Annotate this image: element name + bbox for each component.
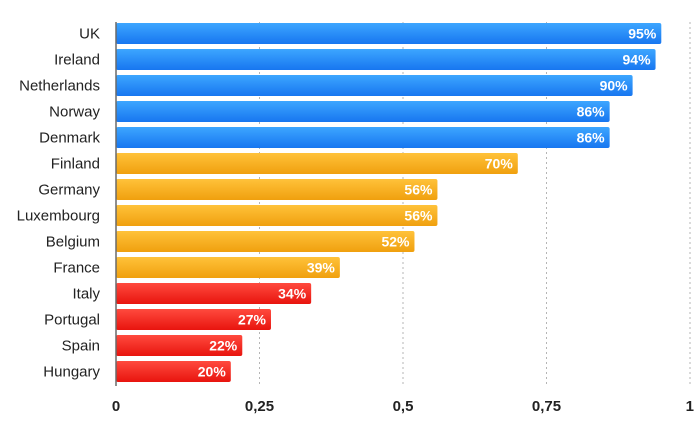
value-label: 86% [577,104,606,120]
category-label: Luxembourg [17,208,100,225]
category-label: Portugal [44,312,100,329]
category-label: Spain [62,338,100,355]
category-label: Norway [49,104,100,121]
category-label: UK [79,26,100,43]
bar-ireland [116,49,656,70]
bar-spain [116,335,243,356]
bar-netherlands [116,75,633,96]
bar-france [116,257,340,278]
bar-portugal [116,309,271,330]
category-label: Italy [72,286,100,303]
value-label: 27% [238,312,267,328]
value-label: 39% [307,260,336,276]
x-tick-label: 0,25 [245,398,274,415]
value-label: 70% [485,156,514,172]
value-label: 20% [198,364,227,380]
value-labels: 95% 94% 90% 86% 86% 70% 56% 56% 52% 39%34% 27%22% 2… [198,26,657,380]
value-label: 94% [623,52,652,68]
value-label: 22% [209,338,238,354]
bar-denmark [116,127,610,148]
bars [116,23,662,382]
category-label: Finland [51,156,100,173]
x-tick-label: 0,5 [393,398,414,415]
value-label: 56% [404,208,433,224]
x-tick-label: 1 [686,398,694,415]
value-label: 52% [381,234,410,250]
bar-belgium [116,231,415,252]
category-labels: UK Ireland Netherlands Norway Denmark Finland… [17,26,101,381]
x-tick-label: 0 [112,398,120,415]
bar-uk [116,23,662,44]
category-label: Hungary [43,364,100,381]
bar-norway [116,101,610,122]
value-label: 90% [600,78,629,94]
bar-hungary [116,361,231,382]
value-label: 34% [278,286,307,302]
category-label: Germany [38,182,100,199]
bar-luxembourg [116,205,438,226]
value-label: 95% [628,26,657,42]
category-label: Ireland [54,52,100,69]
x-tick-label: 0,75 [532,398,561,415]
category-label: Netherlands [19,78,100,95]
category-label: Belgium [46,234,100,251]
category-label: Denmark [39,130,100,147]
category-label: France [53,260,100,277]
bar-finland [116,153,518,174]
bar-italy [116,283,312,304]
value-label: 86% [577,130,606,146]
x-tick-labels: 0 0,25 0,5 0,75 1 [112,398,694,415]
value-label: 56% [404,182,433,198]
bar-germany [116,179,438,200]
